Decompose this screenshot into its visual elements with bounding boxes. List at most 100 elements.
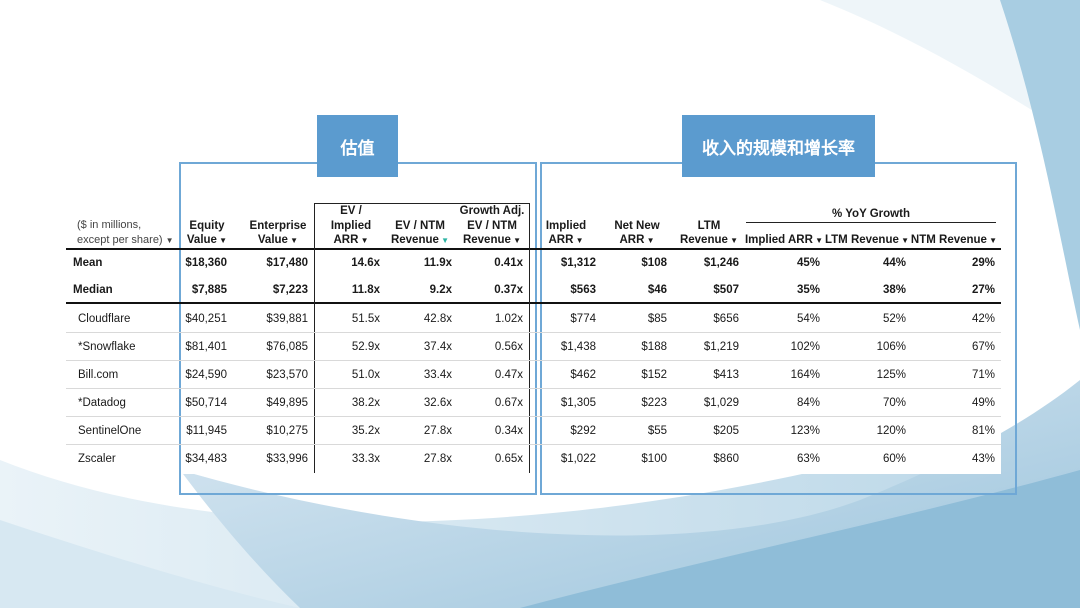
row-divider (66, 332, 1001, 333)
row-label: Median (73, 284, 113, 296)
scale-growth-section-title: 收入的规模和增长率 (682, 115, 875, 177)
table-cell: 0.41x (494, 257, 523, 269)
sort-arrow-icon[interactable]: ▼ (510, 236, 522, 245)
table-cell: 42% (971, 313, 995, 325)
column-header-5-l2[interactable]: ARR ▼ (548, 234, 584, 246)
table-cell: $292 (570, 425, 596, 437)
table-cell: 51.5x (351, 313, 380, 325)
table-cell: $7,885 (191, 284, 227, 296)
table-cell: 38.2x (351, 397, 380, 409)
row-label: *Datadog (78, 397, 126, 409)
table-cell: $1,219 (703, 341, 739, 353)
table-cell: $100 (641, 453, 667, 465)
row-divider (66, 444, 1001, 445)
table-cell: $50,714 (185, 397, 227, 409)
table-cell: 0.47x (494, 369, 523, 381)
column-header-6-l2[interactable]: ARR ▼ (619, 234, 655, 246)
units-note-line1: ($ in millions, (77, 219, 142, 231)
row-divider (66, 360, 1001, 361)
sort-arrow-icon[interactable]: ▼ (438, 236, 450, 245)
column-header-4-l2[interactable]: Revenue ▼ (462, 234, 522, 246)
table-cell: $656 (713, 313, 739, 325)
sort-arrow-icon[interactable]: ▼ (216, 236, 228, 245)
sort-arrow-icon[interactable]: ▼ (898, 236, 910, 245)
sort-arrow-icon[interactable]: ▼ (358, 236, 369, 245)
table-cell: $860 (713, 453, 739, 465)
sort-arrow-icon[interactable]: ▼ (986, 236, 998, 245)
valuation-multiples-top-rule (314, 203, 529, 204)
table-cell: 37.4x (423, 341, 452, 353)
column-header-7-l2[interactable]: Revenue ▼ (679, 234, 739, 246)
table-cell: 106% (876, 341, 906, 353)
yoy-growth-underline (746, 222, 996, 223)
table-cell: $39,881 (266, 313, 308, 325)
sort-arrow-icon[interactable]: ▼ (573, 236, 584, 245)
valuation-multiples-left-rule (314, 203, 315, 473)
table-cell: $46 (647, 284, 667, 296)
table-cell: 51.0x (351, 369, 380, 381)
table-cell: 32.6x (423, 397, 452, 409)
table-cell: 9.2x (429, 284, 452, 296)
table-cell: $34,483 (185, 453, 227, 465)
column-header-3-l2[interactable]: Revenue ▼ (390, 234, 450, 246)
row-label: SentinelOne (78, 425, 142, 437)
row-label: Cloudflare (78, 313, 131, 325)
table-cell: $1,022 (560, 453, 596, 465)
row-label: Bill.com (78, 369, 119, 381)
table-cell: 0.65x (494, 453, 523, 465)
table-cell: 0.67x (494, 397, 523, 409)
column-header-8-l2[interactable]: Implied ARR ▼ (744, 234, 824, 246)
table-cell: $17,480 (266, 257, 308, 269)
column-header-4-l1: EV / NTM (467, 220, 517, 232)
table-cell: $10,275 (266, 425, 308, 437)
table-cell: $85 (647, 313, 667, 325)
table-cell: 35% (796, 284, 820, 296)
table-cell: 164% (790, 369, 820, 381)
table-cell: $188 (641, 341, 667, 353)
table-cell: 60% (882, 453, 906, 465)
table-cell: 33.4x (423, 369, 452, 381)
table-cell: 70% (882, 397, 906, 409)
table-cell: $1,438 (560, 341, 596, 353)
column-header-1-l1: Enterprise (249, 220, 307, 232)
row-label: Mean (73, 257, 103, 269)
table-cell: $40,251 (185, 313, 227, 325)
column-header-2-l0: EV / (340, 205, 362, 217)
column-header-1-l2[interactable]: Value ▼ (257, 234, 299, 246)
column-header-3-l1: EV / NTM (395, 220, 445, 232)
table-cell: $76,085 (266, 341, 308, 353)
table-cell: $23,570 (266, 369, 308, 381)
table-cell: $223 (641, 397, 667, 409)
table-cell: 14.6x (351, 257, 380, 269)
summary-divider (66, 302, 1001, 304)
column-header-2-l2[interactable]: ARR ▼ (333, 234, 369, 246)
table-cell: $507 (713, 284, 739, 296)
table-cell: 63% (796, 453, 820, 465)
units-note-line2[interactable]: except per share) ▼ (77, 234, 174, 246)
table-cell: $11,945 (186, 425, 227, 437)
table-cell: $1,312 (560, 257, 596, 269)
table-cell: $1,246 (703, 257, 739, 269)
sort-arrow-icon[interactable]: ▼ (644, 236, 655, 245)
column-header-7-l1: LTM (697, 220, 721, 232)
row-label: *Snowflake (78, 341, 136, 353)
sort-arrow-icon[interactable]: ▼ (727, 236, 739, 245)
table-cell: 54% (796, 313, 820, 325)
table-cell: 44% (882, 257, 906, 269)
sort-arrow-icon[interactable]: ▼ (287, 236, 299, 245)
sort-arrow-icon[interactable]: ▼ (812, 236, 824, 245)
table-cell: $33,996 (266, 453, 308, 465)
table-cell: 27.8x (423, 453, 452, 465)
column-header-9-l2[interactable]: LTM Revenue ▼ (824, 234, 910, 246)
table-cell: $24,590 (185, 369, 227, 381)
valuation-multiples-right-rule (529, 203, 530, 473)
table-cell: 0.56x (494, 341, 523, 353)
table-cell: $55 (647, 425, 667, 437)
table-cell: $205 (713, 425, 739, 437)
table-cell: 45% (796, 257, 820, 269)
column-header-10-l2[interactable]: NTM Revenue ▼ (910, 234, 998, 246)
table-cell: 81% (971, 425, 995, 437)
table-cell: 123% (790, 425, 820, 437)
column-header-0-l2[interactable]: Value ▼ (186, 234, 228, 246)
table-cell: 35.2x (351, 425, 380, 437)
